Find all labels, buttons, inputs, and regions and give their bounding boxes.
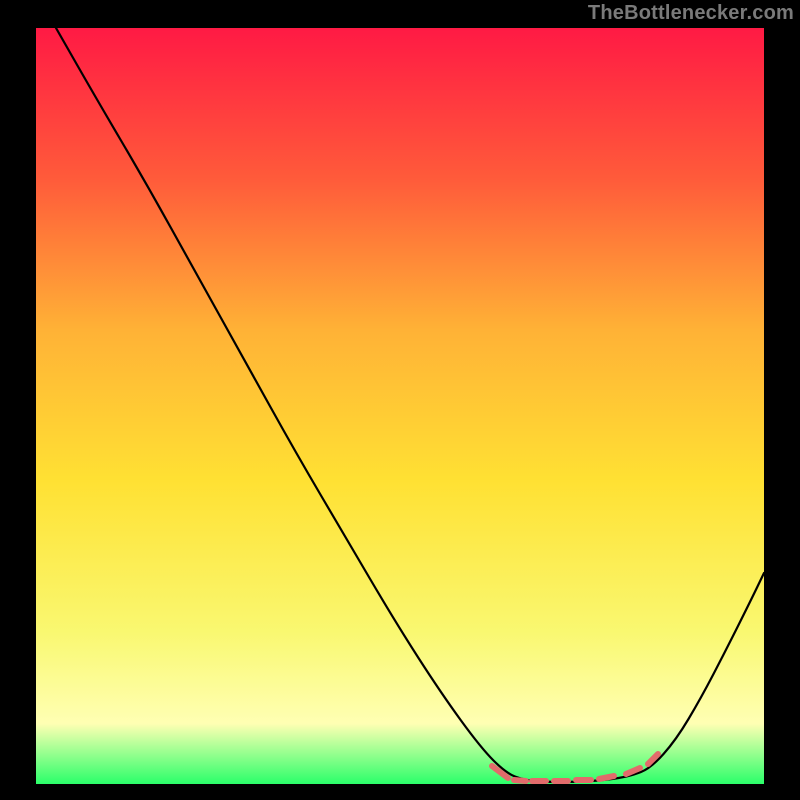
plot-area [36,28,764,784]
marker-segment [514,780,526,781]
marker-segment [599,776,614,779]
watermark-text: TheBottlenecker.com [588,2,794,25]
plot-svg [36,28,764,784]
bottleneck-curve [56,28,764,782]
chart-root: TheBottlenecker.com [0,0,800,800]
